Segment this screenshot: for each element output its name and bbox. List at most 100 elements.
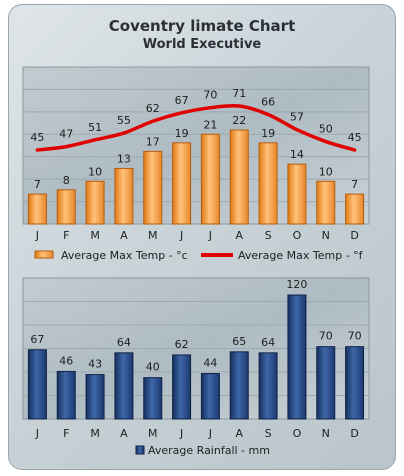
temp-x-tick-label: F (63, 229, 69, 242)
rainfall-data-label: 46 (59, 354, 73, 367)
temp-c-data-label: 8 (63, 174, 70, 187)
temp-x-tick-label: J (35, 229, 39, 242)
legend-swatch-max-temp-c (34, 250, 54, 259)
temp-c-bar (316, 180, 336, 225)
temp-x-tick-label: M (148, 229, 158, 242)
rainfall-bar (200, 373, 220, 420)
rainfall-bar (143, 377, 163, 420)
temp-c-data-label: 10 (319, 165, 333, 178)
rainfall-data-label: 64 (261, 336, 275, 349)
temp-c-data-label: 7 (34, 178, 41, 191)
temp-x-tick-label: M (90, 229, 100, 242)
temp-f-data-label: 66 (261, 95, 275, 108)
rain-bars: 67 46 43 64 40 62 44 65 64 120 70 70 (27, 278, 365, 420)
temp-plot-area (22, 66, 370, 225)
legend-label-max-temp-c: Average Max Temp - °c (61, 249, 188, 262)
rain-x-tick-label: J (35, 427, 39, 440)
temp-f-data-label: 51 (88, 121, 102, 134)
rain-x-tick-label: O (293, 427, 302, 440)
legend-swatch-rainfall (135, 445, 145, 455)
temp-x-tick-label: A (120, 229, 128, 242)
rainfall-bar (27, 349, 47, 420)
temp-c-data-label: 13 (117, 152, 131, 165)
rain-x-tick-label: F (63, 427, 69, 440)
temp-c-data-label: 7 (351, 178, 358, 191)
temp-x-tick-label: J (208, 229, 212, 242)
temp-c-bar (143, 150, 163, 225)
temp-f-data-label: 57 (290, 111, 304, 124)
temp-f-data-label: 45 (30, 131, 44, 144)
rainfall-data-label: 62 (175, 338, 189, 351)
rainfall-data-label: 44 (203, 357, 217, 370)
rainfall-data-label: 67 (30, 333, 44, 346)
rain-x-tick-label: N (322, 427, 330, 440)
rain-x-tick-label: J (179, 427, 183, 440)
temp-f-data-label: 70 (203, 89, 217, 102)
temp-c-bar (27, 193, 47, 225)
rainfall-bar (345, 346, 365, 420)
temp-c-bar (56, 189, 76, 225)
rainfall-bar (316, 346, 336, 420)
chart-canvas: 7 8 10 13 17 19 21 22 19 14 10 7 45 47 51 55 62 67 70 71 66… (22, 66, 370, 457)
temp-c-bar (85, 180, 105, 225)
rainfall-data-label: 65 (232, 335, 246, 348)
rain-x-tick-label: M (148, 427, 158, 440)
temp-f-data-label: 71 (232, 87, 246, 100)
chart-card: Coventry limate Chart World Executive 7 8… (8, 4, 396, 470)
temp-c-bar (345, 193, 365, 225)
temp-legend: Average Max Temp - °c Average Max Temp -… (34, 249, 364, 262)
legend-label-max-temp-f: Average Max Temp - °f (238, 249, 364, 262)
rain-legend: Average Rainfall - mm (135, 444, 270, 457)
rainfall-bar (56, 370, 76, 420)
temp-f-data-label: 62 (146, 102, 160, 115)
rainfall-data-label: 43 (88, 358, 102, 371)
temp-x-tick-label: N (322, 229, 330, 242)
temp-f-data-label: 55 (117, 114, 131, 127)
rain-x-tick-label: S (265, 427, 272, 440)
temp-c-data-label: 21 (203, 118, 217, 131)
rain-x-tick-label: M (90, 427, 100, 440)
rain-x-tick-label: A (120, 427, 128, 440)
rainfall-data-label: 40 (146, 361, 160, 374)
temp-x-tick-label: A (235, 229, 243, 242)
rain-x-tick-label: D (350, 427, 358, 440)
temp-c-bar (114, 167, 134, 225)
rain-gridlines (23, 301, 369, 396)
temp-f-data-label: 45 (348, 131, 362, 144)
temp-line-series: 45 47 51 55 62 67 70 71 66 57 50 45 (30, 87, 362, 152)
temp-x-tick-label: S (265, 229, 272, 242)
rainfall-bar (85, 374, 105, 420)
temp-c-data-label: 22 (232, 114, 246, 127)
temp-c-data-label: 19 (261, 127, 275, 140)
temp-f-data-label: 47 (59, 128, 73, 141)
temp-c-data-label: 14 (290, 148, 304, 161)
rainfall-data-label: 120 (286, 278, 307, 291)
temp-x-tick-label: D (350, 229, 358, 242)
temp-x-tick-label: J (179, 229, 183, 242)
temp-c-bar (229, 129, 249, 225)
chart-title: Coventry limate Chart (108, 17, 296, 35)
rainfall-data-label: 64 (117, 336, 131, 349)
temp-gridlines (23, 88, 369, 203)
temp-bars: 7 8 10 13 17 19 21 22 19 14 10 7 (27, 114, 365, 225)
chart-subtitle: World Executive (142, 37, 262, 52)
temp-f-data-label: 67 (175, 94, 189, 107)
temp-c-data-label: 17 (146, 135, 160, 148)
rainfall-bar (229, 351, 249, 420)
rainfall-bar (114, 352, 134, 420)
rainfall-bar (258, 352, 278, 420)
temp-c-bar (287, 163, 307, 225)
rainfall-bar (287, 294, 307, 420)
temp-c-bar (172, 142, 192, 225)
temp-f-data-label: 50 (319, 123, 333, 136)
temp-c-bar (200, 133, 220, 225)
temp-c-data-label: 19 (175, 127, 189, 140)
rain-x-tick-label: A (235, 427, 243, 440)
temp-c-bar (258, 142, 278, 225)
temp-x-tick-label: O (293, 229, 302, 242)
rainfall-bar (172, 354, 192, 420)
rainfall-data-label: 70 (319, 330, 333, 343)
rainfall-data-label: 70 (348, 330, 362, 343)
